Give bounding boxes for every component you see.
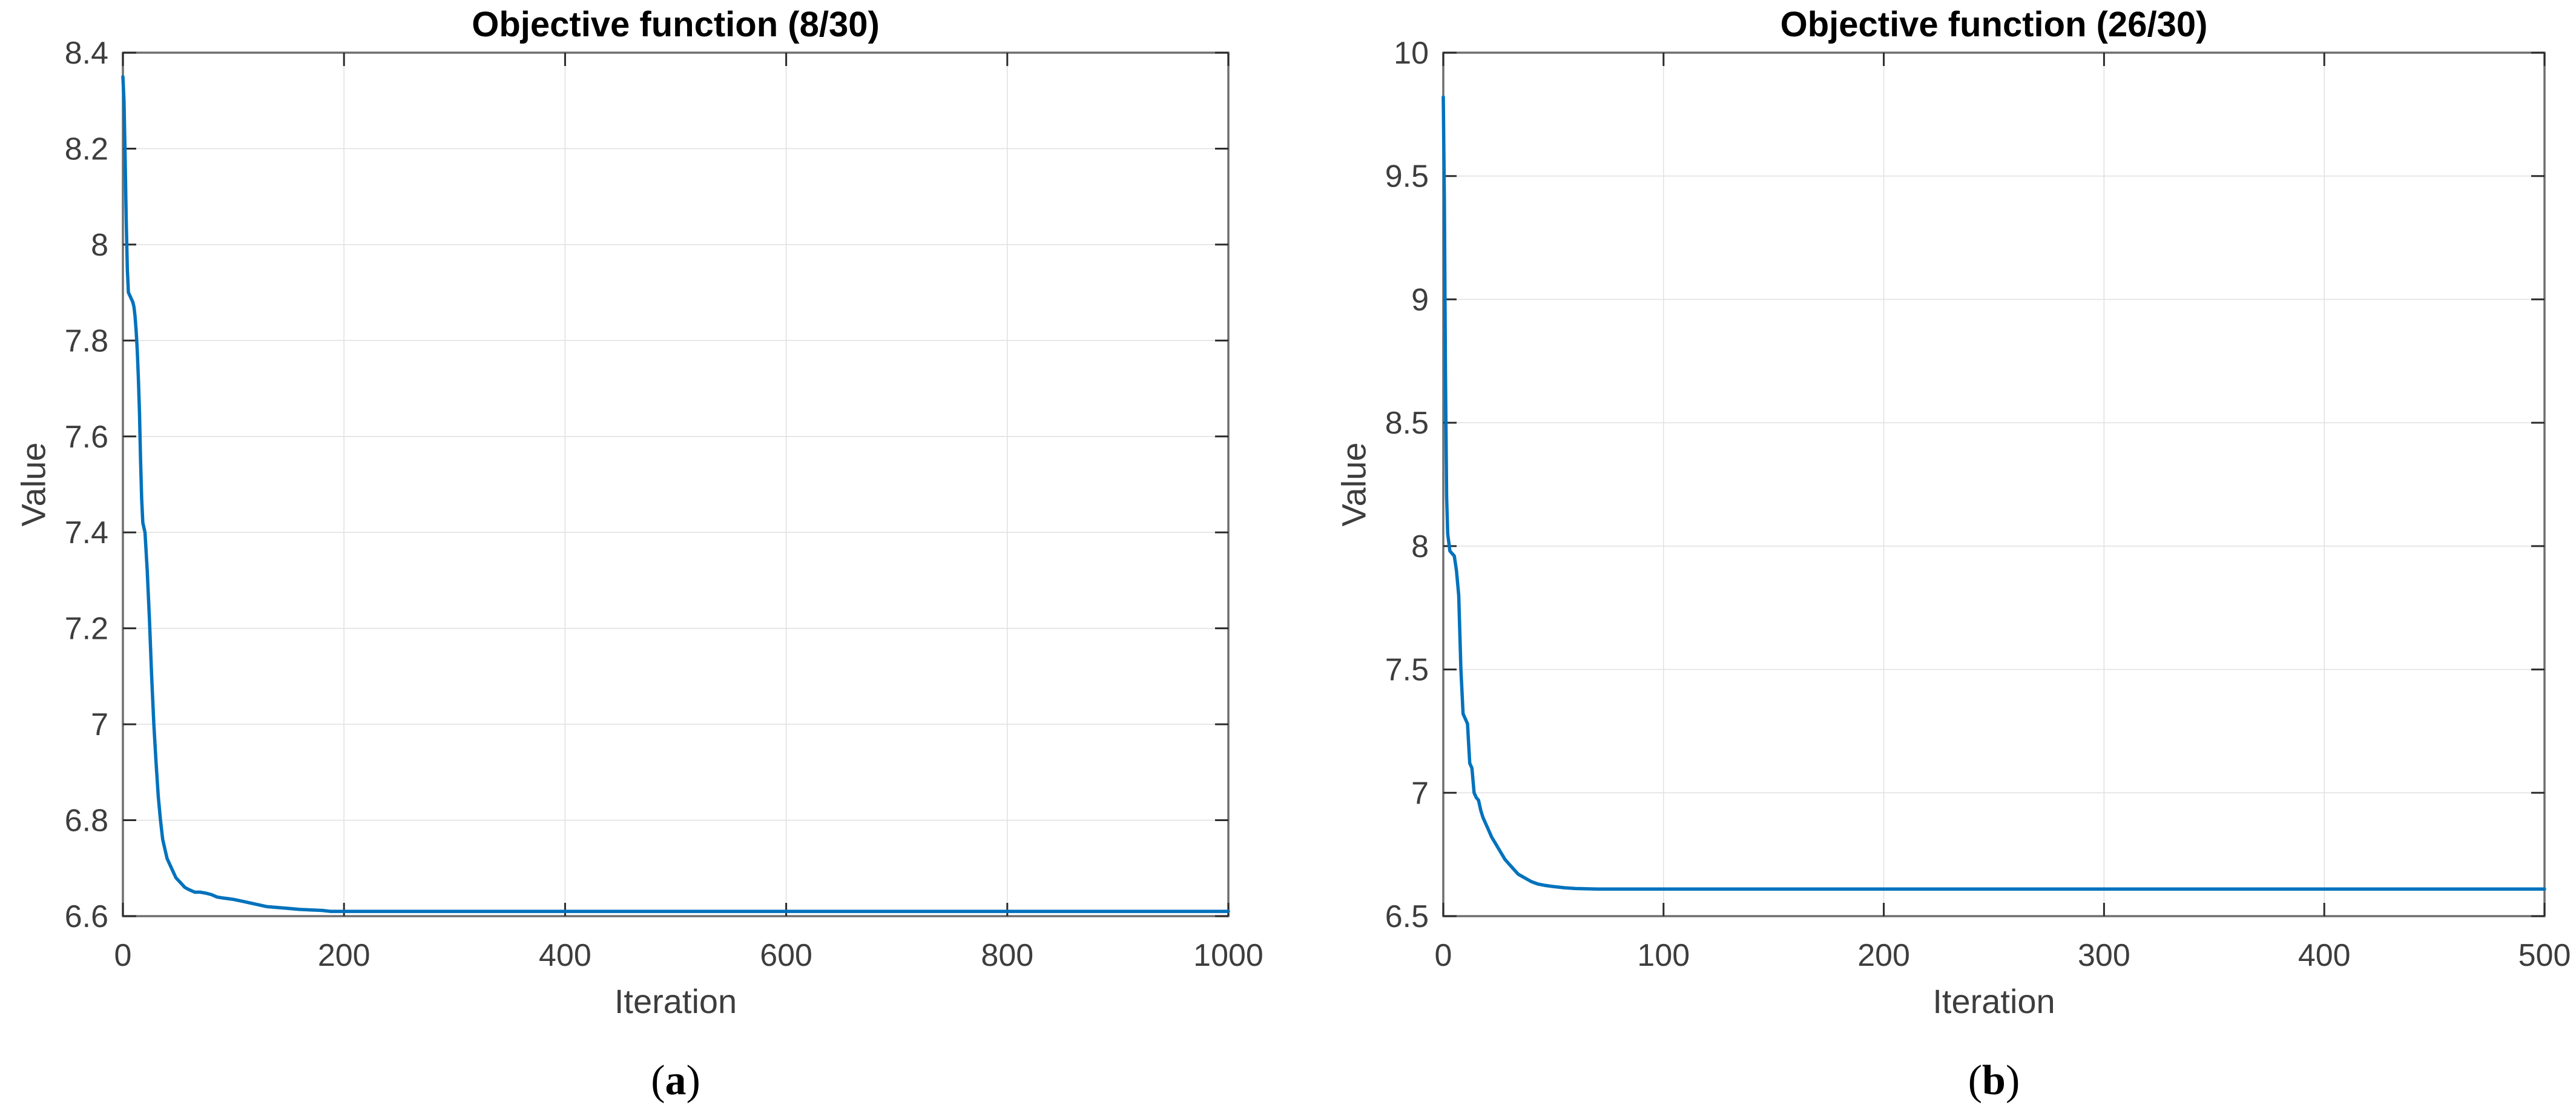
caption-open-paren: (	[651, 1057, 665, 1104]
svg-text:9: 9	[1411, 282, 1429, 317]
svg-text:6.6: 6.6	[65, 899, 108, 934]
caption-open-paren: (	[1968, 1057, 1983, 1104]
x-axis-label-a: Iteration	[614, 982, 737, 1020]
x-axis-label-b: Iteration	[1932, 982, 2055, 1020]
svg-text:0: 0	[114, 938, 132, 973]
svg-text:7.5: 7.5	[1385, 653, 1429, 688]
caption-letter: b	[1982, 1057, 2006, 1104]
y-tick-labels: 6.6 6.8 7 7.2 7.4 7.6 7.8 8 8.2 8.4	[65, 36, 108, 934]
svg-text:200: 200	[318, 938, 371, 973]
plot-area-a: 0 200 400 600 800 1000 6.6 6.8 7 7.2 7.4 7.6 7.8 8 8.2…	[65, 36, 1263, 973]
svg-text:200: 200	[1857, 938, 1910, 973]
svg-text:8.2: 8.2	[65, 131, 108, 167]
svg-text:9.5: 9.5	[1385, 159, 1429, 194]
tick-marks	[122, 51, 1230, 917]
svg-text:8.5: 8.5	[1385, 406, 1429, 441]
caption-close-paren: )	[2005, 1057, 2020, 1104]
svg-text:1000: 1000	[1193, 938, 1263, 973]
svg-text:400: 400	[539, 938, 591, 973]
svg-text:300: 300	[2078, 938, 2130, 973]
tick-marks	[1442, 51, 2546, 917]
caption-letter: a	[665, 1057, 687, 1104]
svg-text:6.5: 6.5	[1385, 899, 1429, 934]
chart-title-b: Objective function (26/30)	[1780, 5, 2208, 44]
y-axis-label-a: Value	[14, 442, 53, 527]
plot-area-b: 0 100 200 300 400 500 6.5 7 7.5 8 8.5 9 9.5 10	[1385, 36, 2571, 973]
svg-text:6.8: 6.8	[65, 804, 108, 839]
svg-text:400: 400	[2298, 938, 2351, 973]
y-axis-label-b: Value	[1334, 442, 1373, 527]
axes-box	[1442, 51, 2546, 917]
svg-text:8: 8	[1411, 529, 1429, 564]
grid-lines	[1443, 53, 2545, 916]
svg-text:100: 100	[1637, 938, 1690, 973]
svg-text:7.8: 7.8	[65, 323, 108, 358]
svg-text:7.4: 7.4	[65, 515, 108, 550]
caption-close-paren: )	[686, 1057, 700, 1104]
svg-text:8.4: 8.4	[65, 36, 108, 71]
chart-panel-a: 0 200 400 600 800 1000 6.6 6.8 7 7.2 7.4 7.6 7.8 8 8.2…	[14, 5, 1263, 1105]
svg-text:8: 8	[91, 228, 108, 263]
svg-text:7.2: 7.2	[65, 612, 108, 647]
svg-text:7.6: 7.6	[65, 420, 108, 455]
svg-text:0: 0	[1435, 938, 1452, 973]
chart-panel-b: 0 100 200 300 400 500 6.5 7 7.5 8 8.5 9 9.5 10 Object…	[1288, 0, 2576, 1119]
svg-text:800: 800	[981, 938, 1033, 973]
grid-lines	[123, 53, 1228, 916]
subfigure-label-b: (b)	[1443, 1057, 2545, 1105]
chart-title-a: Objective function (8/30)	[472, 5, 880, 44]
svg-text:7: 7	[91, 707, 108, 742]
y-tick-labels: 6.5 7 7.5 8 8.5 9 9.5 10	[1385, 36, 1429, 934]
series-line-objective-value	[1441, 95, 2546, 891]
subfigure-label-a: (a)	[123, 1057, 1228, 1105]
x-tick-labels: 0 200 400 600 800 1000	[114, 938, 1263, 973]
axes-box	[122, 51, 1230, 917]
svg-text:10: 10	[1394, 36, 1429, 71]
x-tick-labels: 0 100 200 300 400 500	[1435, 938, 2571, 973]
svg-text:500: 500	[2518, 938, 2571, 973]
svg-text:7: 7	[1411, 776, 1429, 811]
svg-text:600: 600	[760, 938, 812, 973]
series-line-objective-value	[121, 74, 1230, 913]
